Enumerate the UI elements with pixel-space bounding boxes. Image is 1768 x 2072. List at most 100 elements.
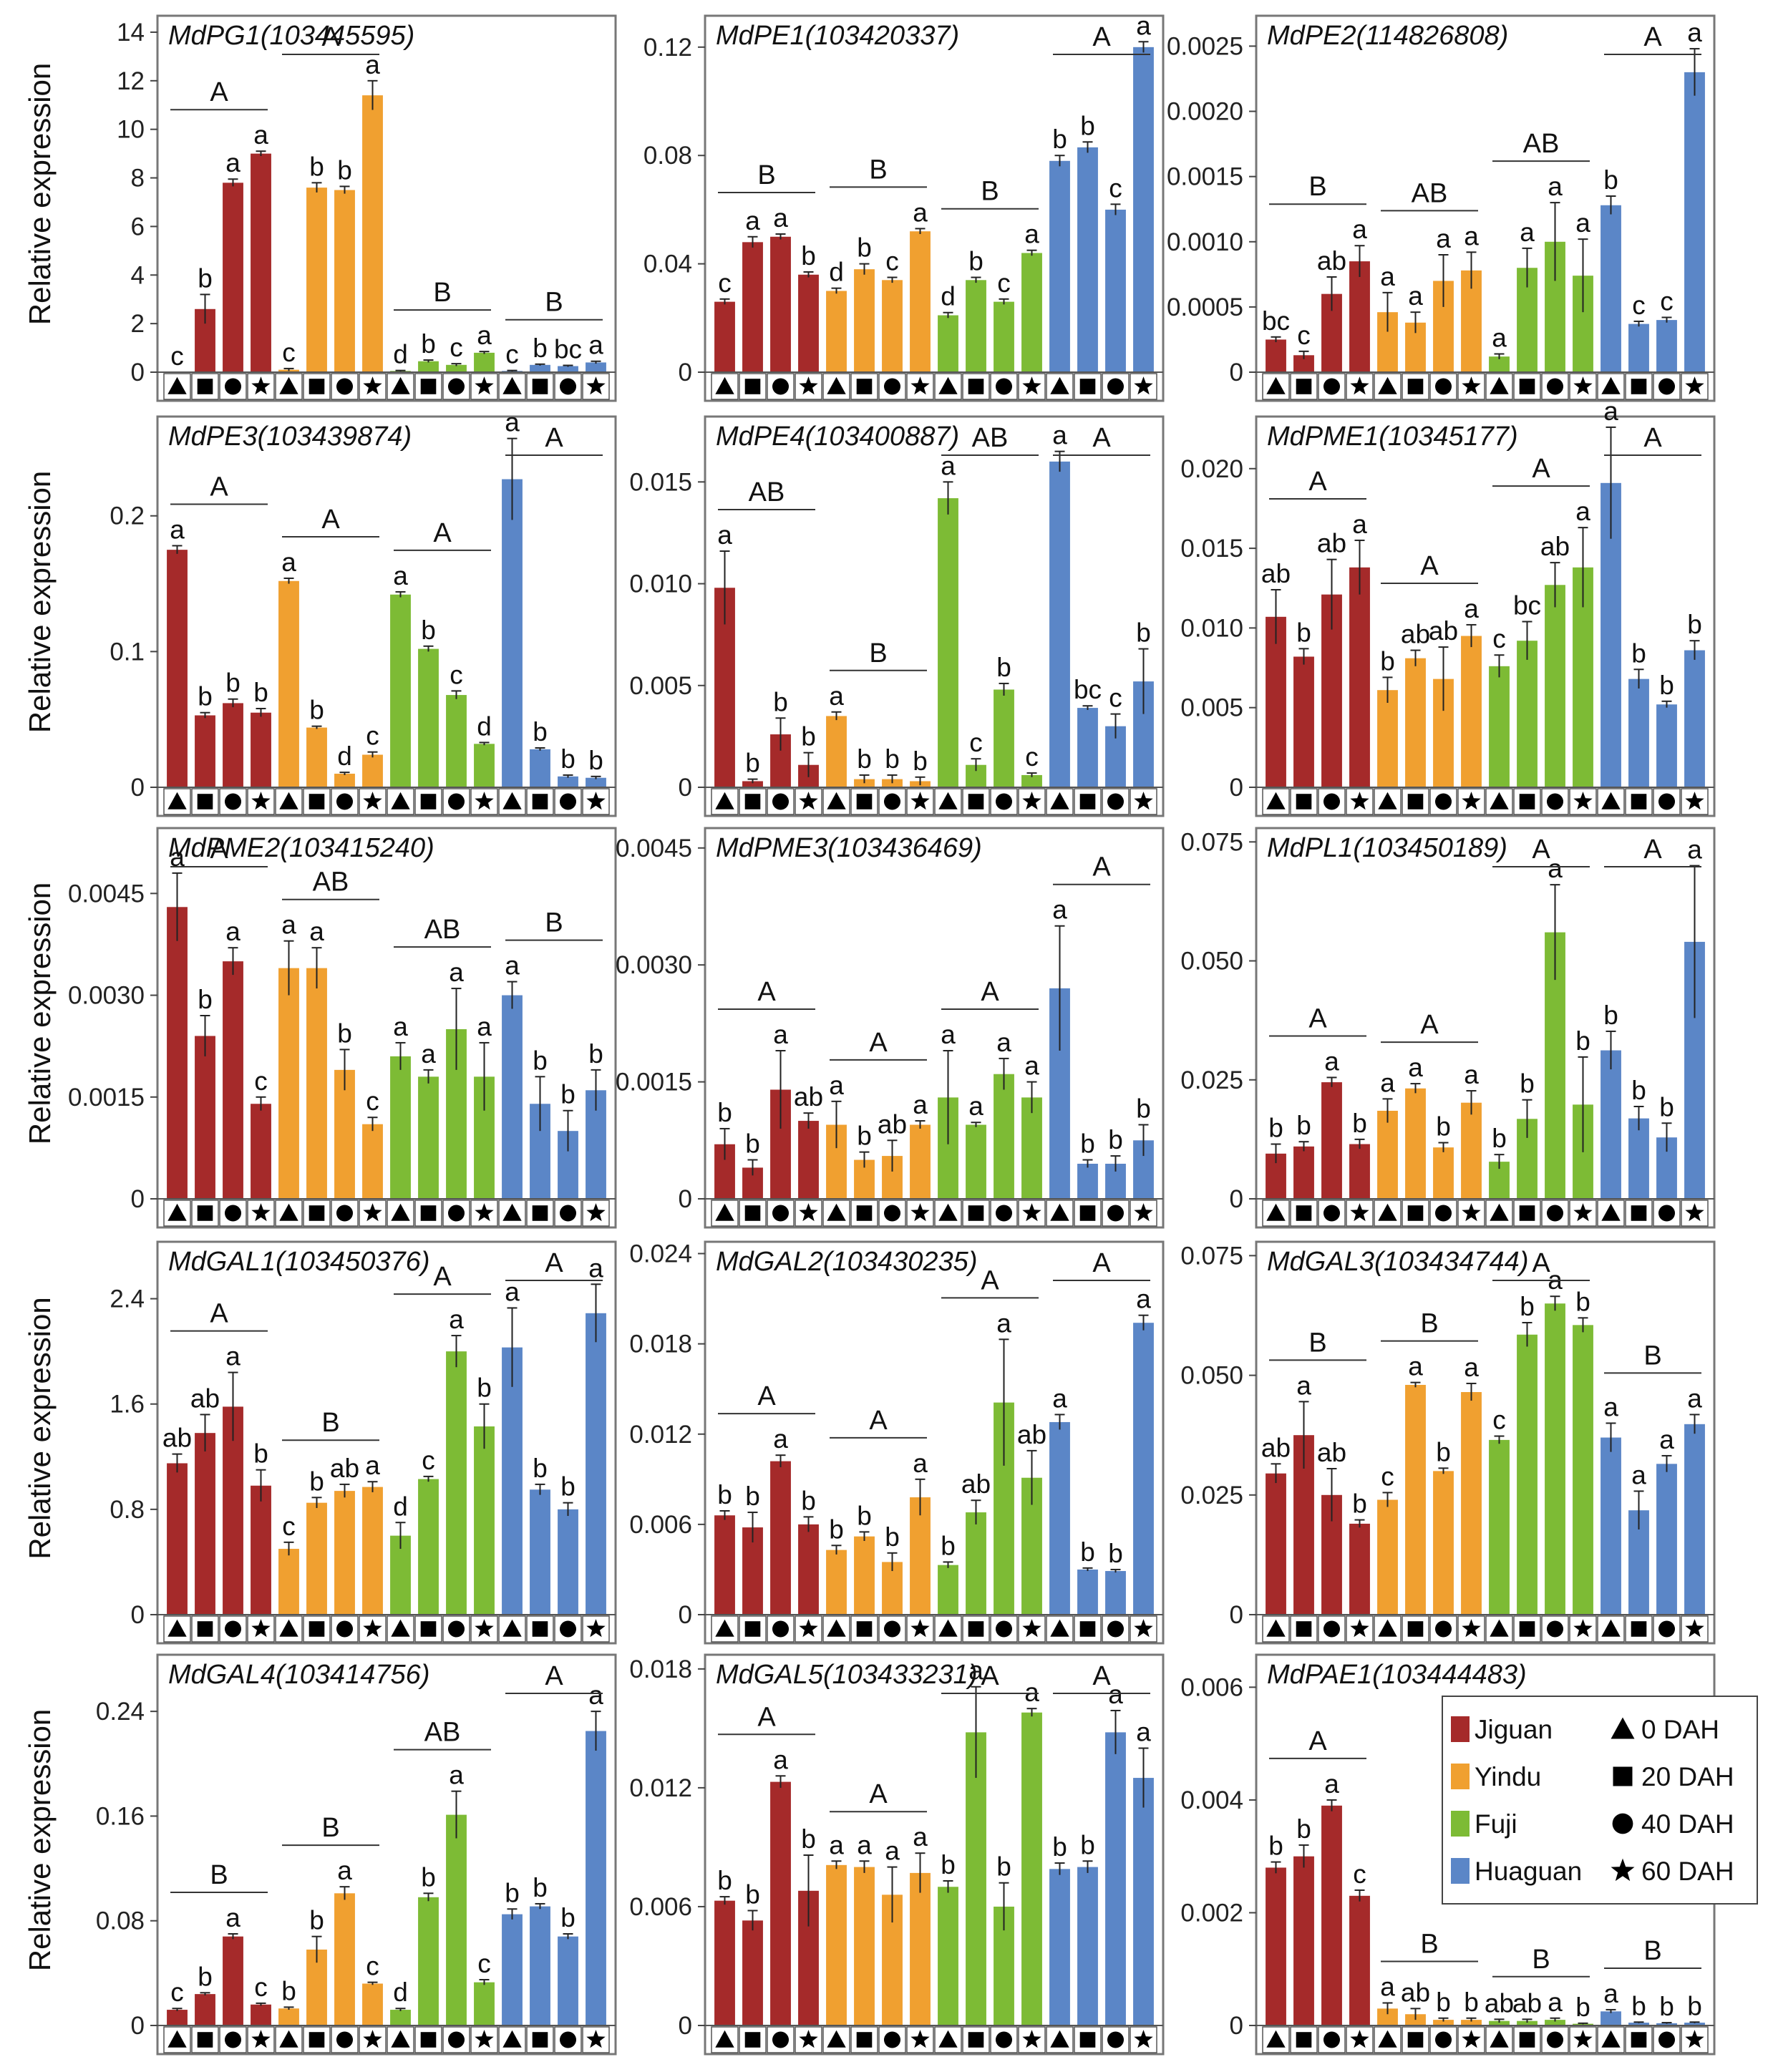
circle-marker-icon (883, 2031, 901, 2048)
circle-marker-icon (224, 1205, 242, 1222)
triangle-marker-icon (1601, 792, 1621, 809)
circle-marker-icon (336, 793, 354, 810)
bar (1405, 658, 1426, 787)
legend-timepoint-label: 0 DAH (1641, 1715, 1719, 1744)
panel-title: MdGAL1(103450376) (168, 1247, 429, 1277)
significance-letter: b (1575, 1287, 1590, 1316)
star-marker-icon (1573, 1619, 1593, 1638)
group-letter: A (210, 835, 228, 865)
y-tick-label: 0 (1230, 359, 1243, 386)
bar (770, 1461, 791, 1615)
significance-letter: c (969, 728, 983, 757)
star-marker-icon (251, 1203, 271, 1222)
square-marker-icon (532, 2032, 548, 2048)
y-tick-label: 2.4 (110, 1285, 145, 1313)
bar (251, 2004, 271, 2025)
panel-title: MdPL1(103450189) (1267, 833, 1507, 863)
y-tick-label: 0.024 (629, 1240, 692, 1268)
significance-letter: ab (190, 1383, 220, 1413)
circle-marker-icon (883, 1620, 901, 1638)
triangle-marker-icon (1490, 792, 1509, 809)
bar (1433, 1471, 1454, 1615)
star-marker-icon (363, 1619, 382, 1638)
y-tick-label: 0.0045 (616, 835, 692, 862)
bar (223, 1406, 243, 1615)
bar (1461, 636, 1482, 787)
significance-letter: ab (1401, 620, 1430, 649)
y-tick-label: 0.24 (96, 1698, 145, 1726)
square-marker-icon (1079, 379, 1096, 394)
star-marker-icon (910, 1203, 930, 1222)
significance-letter: a (1408, 1352, 1423, 1381)
y-tick-label: 0.0030 (616, 951, 692, 979)
circle-marker-icon (1434, 793, 1452, 810)
bar (798, 274, 819, 372)
significance-letter: a (941, 451, 956, 480)
bar (1293, 1146, 1314, 1199)
bar (994, 301, 1014, 372)
y-axis-label: Relative expression (23, 1297, 57, 1560)
significance-letter: ab (1317, 1438, 1346, 1467)
significance-letter: b (309, 696, 324, 725)
bar (1133, 1778, 1154, 2025)
y-tick-label: 0.010 (629, 570, 692, 598)
star-marker-icon (1462, 792, 1481, 810)
group-letter: B (1643, 1936, 1661, 1966)
panel-title: MdGAL3(103434744) (1267, 1247, 1528, 1277)
panel-title: MdPE2(114826808) (1267, 21, 1508, 51)
triangle-marker-icon (827, 376, 846, 394)
bar (742, 781, 763, 787)
bar (586, 1313, 606, 1615)
group-letter: AB (972, 423, 1009, 453)
significance-letter: d (393, 340, 408, 369)
bar (1077, 1867, 1098, 2025)
y-tick-label: 0.002 (1180, 1899, 1243, 1927)
significance-letter: b (588, 746, 603, 775)
circle-marker-icon (1546, 793, 1564, 810)
circle-marker-icon (1323, 1620, 1341, 1638)
significance-letter: d (393, 1978, 408, 2007)
square-marker-icon (1296, 1205, 1312, 1221)
star-marker-icon (799, 1619, 818, 1638)
circle-marker-icon (1107, 1205, 1125, 1222)
group-letter: A (1643, 423, 1662, 453)
bar (390, 1056, 411, 1199)
panel-title: MdPE4(103400887) (716, 422, 959, 452)
square-marker-icon (1407, 794, 1424, 809)
significance-letter: b (913, 746, 928, 776)
significance-letter: b (1108, 1125, 1123, 1154)
significance-letter: b (1603, 165, 1618, 195)
significance-letter: b (717, 1480, 732, 1509)
bar (1377, 1499, 1398, 1615)
y-tick-label: 0.012 (629, 1421, 692, 1449)
bar (1293, 1856, 1314, 2025)
significance-letter: a (449, 1305, 464, 1334)
bar (1105, 1571, 1126, 1615)
y-tick-label: 0.2 (110, 502, 145, 530)
group-letter: A (869, 1028, 888, 1058)
square-marker-icon (309, 1621, 325, 1637)
panel-title: MdGAL5(103433231) (716, 1660, 977, 1690)
square-legend-icon (1613, 1766, 1633, 1786)
significance-letter: b (253, 678, 268, 707)
significance-letter: b (560, 744, 575, 774)
significance-letter: a (1659, 1425, 1674, 1454)
y-tick-label: 0.006 (629, 1511, 692, 1539)
star-marker-icon (1134, 2030, 1153, 2048)
bar (530, 749, 550, 787)
bar (1405, 1384, 1426, 1615)
bar (1545, 2020, 1565, 2025)
bar (167, 907, 188, 1199)
significance-letter: b (560, 1472, 575, 1502)
group-letter: A (1308, 1003, 1327, 1033)
circle-marker-icon (1434, 1620, 1452, 1638)
square-marker-icon (1519, 2032, 1535, 2048)
significance-letter: b (337, 1018, 352, 1048)
significance-letter: b (717, 1866, 732, 1895)
bar (1077, 1163, 1098, 1199)
bar (1545, 1303, 1565, 1615)
star-marker-icon (1134, 1203, 1153, 1222)
bar (714, 301, 735, 372)
bar (1077, 1569, 1098, 1615)
